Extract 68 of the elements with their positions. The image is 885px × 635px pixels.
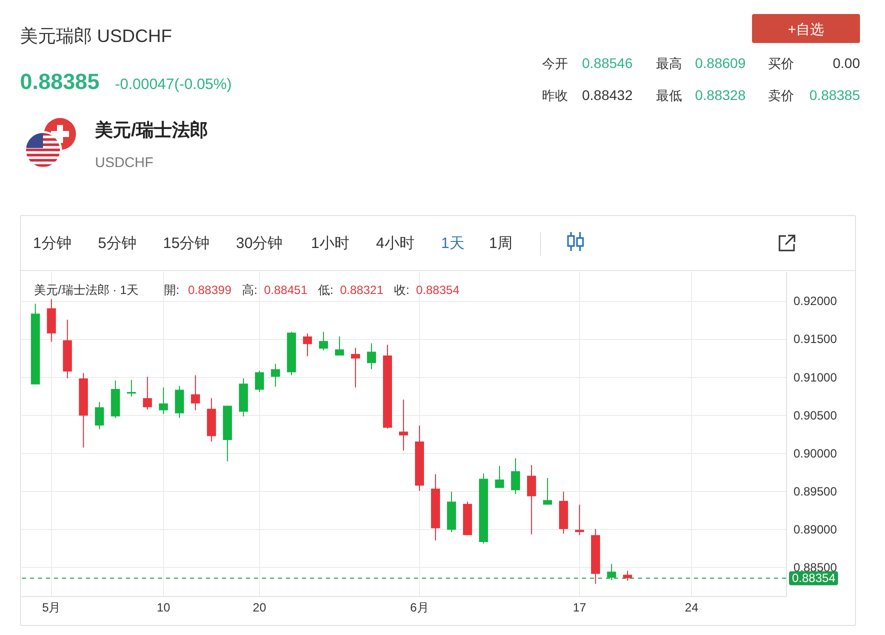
candlestick bbox=[94, 401, 104, 430]
candlestick bbox=[334, 336, 344, 356]
candlestick bbox=[495, 465, 504, 488]
text: +自选 bbox=[786, 20, 826, 36]
y-tick-label: 0.90000 bbox=[794, 446, 838, 460]
annotation: 0.88399 bbox=[188, 283, 232, 297]
candlestick bbox=[254, 370, 264, 393]
x-tick-label: 6月 bbox=[410, 600, 429, 614]
candlestick bbox=[511, 458, 520, 495]
annotation: 收: bbox=[394, 283, 410, 297]
text: 美元/瑞士法郎 · 1天 bbox=[34, 283, 139, 297]
text: 今开 bbox=[542, 56, 568, 70]
chart-title: 美元瑞郎 USDCHF bbox=[20, 26, 172, 46]
x-tick-label: 5月 bbox=[42, 600, 61, 614]
candlestick bbox=[190, 374, 200, 411]
y-tick-label: 0.89000 bbox=[794, 522, 838, 537]
text: 美元/瑞士法郎 bbox=[95, 120, 208, 140]
candlestick bbox=[174, 385, 184, 418]
text: 0.88609 bbox=[695, 55, 746, 71]
y-tick-label: 0.90500 bbox=[794, 408, 838, 422]
text: -0.00047(-0.05%) bbox=[115, 76, 232, 92]
candlestick bbox=[142, 376, 152, 410]
x-tick-label: 10 bbox=[156, 600, 170, 614]
text: 0.00 bbox=[832, 55, 860, 71]
text: 30分钟 bbox=[236, 234, 283, 252]
text: 0.88385 bbox=[20, 69, 100, 94]
candlestick bbox=[527, 464, 536, 535]
text: 最高 bbox=[656, 56, 682, 70]
x-tick-label: 24 bbox=[684, 600, 699, 614]
y-tick-label: 0.92000 bbox=[794, 294, 838, 308]
annotation: 0.88451 bbox=[264, 283, 308, 297]
candlestick bbox=[399, 399, 408, 452]
annotation: 開: bbox=[164, 283, 180, 297]
text: 买价 bbox=[768, 56, 794, 70]
text: 0.88432 bbox=[582, 87, 633, 103]
annotation: 低: bbox=[318, 283, 334, 297]
candlestick bbox=[350, 347, 360, 388]
x-tick-label: 20 bbox=[252, 600, 266, 614]
text: 卖价 bbox=[768, 88, 794, 102]
candlestick bbox=[302, 332, 312, 357]
text: 5分钟 bbox=[98, 234, 136, 252]
text: 1周 bbox=[489, 234, 512, 252]
x-tick-label: 17 bbox=[572, 600, 587, 614]
text: USDCHF bbox=[95, 154, 154, 170]
candlestick bbox=[318, 331, 328, 351]
text: 1分钟 bbox=[33, 234, 72, 252]
text: 昨收 bbox=[542, 88, 568, 102]
candlestick bbox=[607, 564, 616, 581]
annotation: 0.88354 bbox=[416, 283, 460, 297]
text: 15分钟 bbox=[163, 234, 210, 252]
y-tick-label: 0.91000 bbox=[794, 370, 838, 384]
annotation: 高: bbox=[242, 283, 258, 297]
annotation: 0.88321 bbox=[340, 283, 384, 297]
candlestick bbox=[543, 478, 552, 506]
text: 0.88328 bbox=[695, 87, 746, 103]
text: 0.88546 bbox=[582, 55, 633, 71]
text: 最低 bbox=[656, 88, 682, 102]
text: 1天 bbox=[441, 234, 464, 252]
candlestick bbox=[126, 379, 136, 398]
y-tick-label: 0.91500 bbox=[794, 332, 838, 346]
text: 4小时 bbox=[376, 234, 414, 252]
text: 1小时 bbox=[311, 234, 350, 252]
candlestick bbox=[366, 342, 376, 370]
ref-line-label: 0.88354 bbox=[792, 571, 836, 586]
text: 0.88385 bbox=[809, 87, 860, 103]
y-tick-label: 0.89500 bbox=[794, 484, 838, 498]
candlestick bbox=[270, 363, 280, 388]
candlestick bbox=[158, 386, 168, 415]
